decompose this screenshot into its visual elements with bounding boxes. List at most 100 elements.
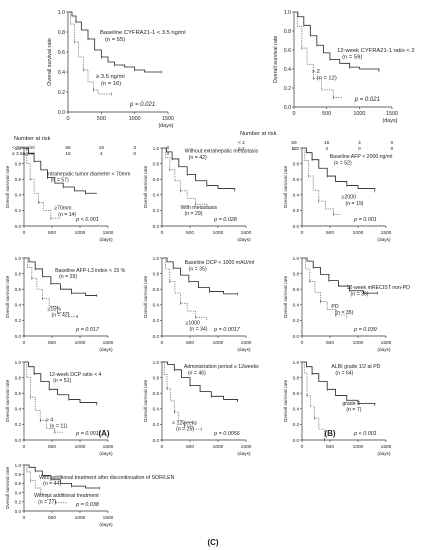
x-axis-unit: (days) xyxy=(99,237,113,243)
panel-label-b: (B) xyxy=(324,429,335,438)
y-axis-label: Overall survival rate xyxy=(283,165,289,208)
series-n: (n = 57) xyxy=(51,178,69,184)
risk-title: Number at risk xyxy=(240,131,277,137)
y-tick-label: 0.2 xyxy=(58,90,65,96)
x-tick-label: 1500 xyxy=(381,230,392,236)
chart-c9: 0.0 0.2 0.4 0.6 0.8 1.0 0 500 1000 1500(days) Over… xyxy=(283,360,392,457)
x-tick-label: 1500 xyxy=(386,111,398,117)
p-value: p < 0.001 xyxy=(75,217,99,223)
x-tick-label: 1500 xyxy=(103,515,114,521)
x-tick-label: 0 xyxy=(161,230,164,236)
y-tick-label: 0.8 xyxy=(153,161,160,166)
chart-c4: 0.0 0.2 0.4 0.6 0.8 1.0 0 500 1000 1500(days) Over… xyxy=(5,256,126,353)
series-label: ALBI grade 1/2 at PD xyxy=(331,364,380,370)
series-n: (n = 14) xyxy=(58,212,76,218)
y-axis-label: Overall survival rate xyxy=(5,275,11,318)
x-tick-label: 0 xyxy=(23,515,26,521)
risk-count: 3 xyxy=(133,145,136,151)
series-n: (n = 12) xyxy=(317,76,337,82)
series-label: 12-week CYFRA21-1 ratio < 2 xyxy=(337,48,415,54)
y-tick-label: 0.4 xyxy=(15,407,22,412)
x-tick-label: 1000 xyxy=(75,230,86,236)
p-value: p = 0.021 xyxy=(354,97,380,103)
y-tick-label: 1.0 xyxy=(284,10,291,16)
series-label: > 4 xyxy=(46,417,53,423)
panel-label-a: (A) xyxy=(98,429,109,438)
km-curve-group1 xyxy=(24,257,97,296)
y-axis-label: Overall survival rate xyxy=(5,165,11,208)
x-tick-label: 500 xyxy=(48,444,56,450)
y-tick-label: 0.6 xyxy=(15,481,22,486)
x-tick-label: 1000 xyxy=(353,444,364,450)
p-value: p = 0.0017 xyxy=(213,327,241,333)
x-tick-label: 1000 xyxy=(353,111,365,117)
x-tick-label: 0 xyxy=(161,340,164,346)
km-curve-group1 xyxy=(24,147,97,194)
p-value: p = 0.028 xyxy=(213,217,237,223)
km-curve-group2 xyxy=(162,257,208,321)
series-label: Baseline AFP-L3 index < 15 % xyxy=(55,268,126,274)
x-tick-label: 0 xyxy=(23,444,26,450)
x-tick-label: 0 xyxy=(301,340,304,346)
series-n: (n = 16) xyxy=(101,81,121,87)
y-tick-label: 0.0 xyxy=(153,438,160,443)
x-axis-unit: (days) xyxy=(383,118,398,124)
x-axis-unit: (days) xyxy=(377,347,391,353)
chart-c6: 0.0 0.2 0.4 0.6 0.8 1.0 0 500 1000 1500(days) Over… xyxy=(283,256,410,353)
risk-count: 3 xyxy=(358,140,361,146)
y-tick-label: 0.8 xyxy=(293,161,300,166)
risk-count: 0 xyxy=(391,140,394,146)
y-axis-label: Overall survival rate xyxy=(283,379,289,422)
x-tick-label: 1500 xyxy=(103,444,114,450)
y-tick-label: 0.4 xyxy=(293,303,300,308)
series-label: ≥2000 xyxy=(341,195,356,201)
km-curve-group2 xyxy=(294,11,343,98)
x-tick-label: 500 xyxy=(326,340,334,346)
series-n: (n = 27) xyxy=(38,499,56,505)
series-n: (n = 29) xyxy=(59,274,77,280)
series-label: 12-week DCP ratio < 4 xyxy=(49,372,101,378)
y-tick-label: 0.2 xyxy=(15,500,22,505)
series-n: (n = 35) xyxy=(189,266,207,272)
series-label: 12-week mRECIST non-PD xyxy=(347,285,411,291)
x-axis-unit: (days) xyxy=(159,123,174,129)
risk-row-label: < 2 xyxy=(238,140,245,146)
risk-title: Number at risk xyxy=(14,136,51,142)
x-tick-label: 0 xyxy=(161,444,164,450)
series-label: Administration period ≥ 12weeks xyxy=(184,364,259,370)
series-label: Without extrahepatic metastasis xyxy=(185,149,259,155)
y-tick-label: 0.8 xyxy=(284,29,291,35)
p-value: p = 0.0011 xyxy=(75,431,101,437)
series-n: (n = 59) xyxy=(342,55,362,61)
y-tick-label: 1.0 xyxy=(15,463,22,468)
x-tick-label: 0 xyxy=(23,340,26,346)
x-tick-label: 1000 xyxy=(353,230,364,236)
y-tick-label: 0.4 xyxy=(153,407,160,412)
x-axis-unit: (days) xyxy=(237,237,251,243)
series-n: (n = 19) xyxy=(345,201,363,207)
risk-count: 55 xyxy=(65,145,71,151)
x-tick-label: 500 xyxy=(186,340,194,346)
y-tick-label: 1.0 xyxy=(293,146,300,151)
y-tick-label: 0.6 xyxy=(153,177,160,182)
km-curve-group2 xyxy=(302,257,348,319)
y-tick-label: 0.4 xyxy=(293,407,300,412)
y-tick-label: 1.0 xyxy=(293,256,300,261)
y-axis-label: Overall survival rate xyxy=(143,165,149,208)
risk-count: 59 xyxy=(291,140,297,146)
series-n: (n = 36) xyxy=(351,291,369,297)
km-curve-group2 xyxy=(162,147,208,207)
x-tick-label: 1000 xyxy=(213,444,224,450)
km-curve-group2 xyxy=(68,11,112,95)
x-tick-label: 1500 xyxy=(103,230,114,236)
p-value: p = 0.001 xyxy=(353,217,377,223)
y-tick-label: 0.8 xyxy=(15,271,22,276)
series-label: Without additional treatment xyxy=(34,493,99,499)
series-label: Baseline DCP < 1000 mAU/ml xyxy=(185,260,255,266)
series-n: (n = 46) xyxy=(188,370,206,376)
y-tick-label: 0.0 xyxy=(15,334,22,339)
risk-count: 4 xyxy=(325,146,328,152)
series-label: With additional treatment after disconti… xyxy=(39,475,174,481)
y-tick-label: 0.6 xyxy=(153,287,160,292)
